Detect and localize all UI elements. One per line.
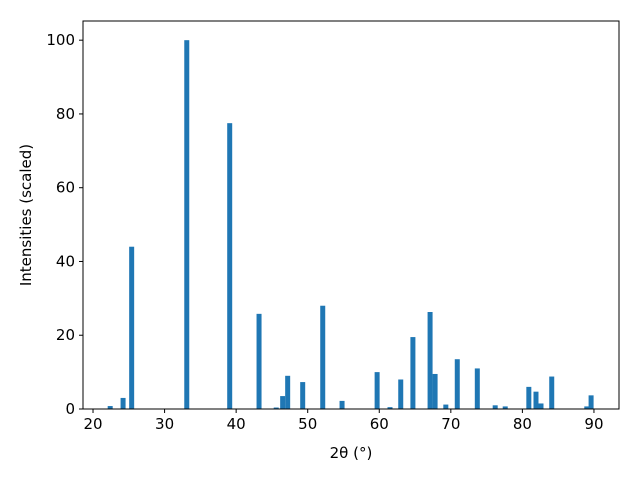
bar (280, 396, 286, 409)
y-tick-label: 100 (46, 31, 75, 49)
bar (432, 373, 438, 409)
bar (256, 313, 262, 409)
bar (320, 305, 326, 409)
x-tick-label: 50 (298, 415, 317, 433)
y-axis-label: Intensities (scaled) (17, 144, 35, 286)
bar (120, 397, 126, 409)
x-tick-label: 60 (370, 415, 389, 433)
bar (474, 368, 480, 409)
bar (273, 407, 279, 409)
x-tick-label: 80 (513, 415, 532, 433)
bar (227, 123, 233, 409)
bar (129, 246, 135, 409)
bar (454, 359, 460, 409)
x-axis-label: 2θ (°) (330, 444, 373, 462)
bar (285, 375, 291, 409)
bar (502, 406, 508, 409)
y-tick-label: 80 (56, 105, 75, 123)
x-tick-label: 20 (83, 415, 102, 433)
bar (184, 40, 190, 409)
bar (387, 407, 393, 409)
y-tick-label: 60 (56, 179, 75, 197)
y-tick-label: 20 (56, 326, 75, 344)
bar (374, 372, 380, 409)
bar (427, 312, 433, 409)
bar (443, 404, 449, 409)
bar (538, 403, 544, 409)
x-tick-label: 40 (227, 415, 246, 433)
bar (549, 376, 555, 409)
y-tick-label: 40 (56, 252, 75, 270)
x-tick-label: 30 (155, 415, 174, 433)
plot-area (83, 21, 619, 409)
bar (107, 406, 113, 409)
bar (533, 391, 539, 409)
bar (300, 382, 306, 409)
bar (339, 400, 345, 409)
y-tick-label: 0 (65, 400, 75, 418)
bar (588, 395, 594, 409)
axes-frame (82, 20, 620, 410)
x-tick-label: 70 (441, 415, 460, 433)
x-tick-label: 90 (584, 415, 603, 433)
bar (410, 337, 416, 409)
bar (492, 405, 498, 409)
bar (526, 386, 532, 409)
bar (584, 406, 590, 409)
bar (398, 379, 404, 409)
